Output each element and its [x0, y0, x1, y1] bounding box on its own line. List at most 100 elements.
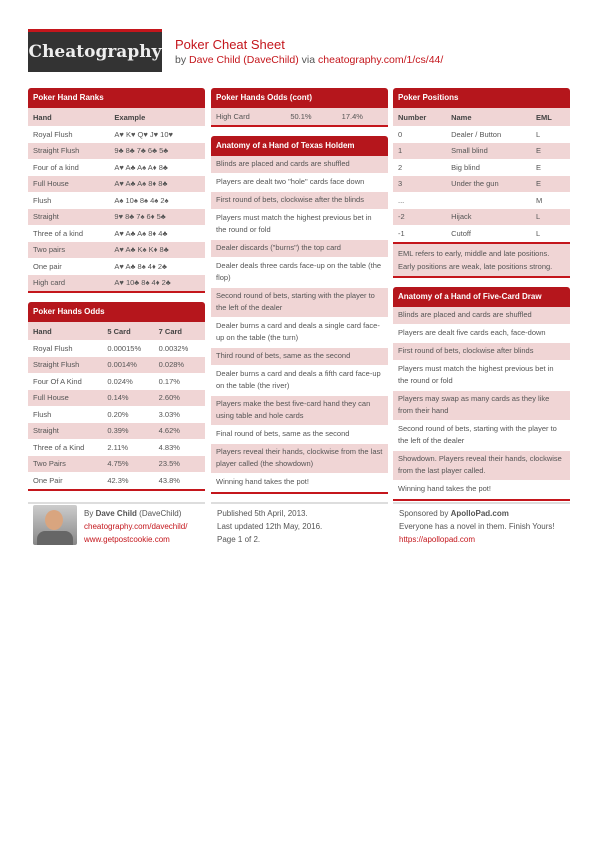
list-item: Dealer deals three cards face-up on the …: [211, 258, 388, 288]
box-title: Poker Hand Ranks: [28, 88, 205, 108]
list-item: Second round of bets, starting with the …: [393, 421, 570, 451]
table-row: Royal Flush A♥ K♥ Q♥ J♥ 10♥: [28, 126, 205, 143]
table-cell: Full House: [28, 389, 103, 406]
column-header: Hand: [28, 108, 110, 126]
table-cell: Straight Flush: [28, 142, 110, 159]
table-cell: One Pair: [33, 475, 63, 485]
table-row: 2 Big blind E: [393, 159, 570, 176]
table-cell: Three of a Kind: [33, 442, 85, 452]
list-item: Dealer burns a card and deals a fifth ca…: [211, 366, 388, 396]
author-profile-link[interactable]: cheatography.com/davechild/: [84, 522, 188, 531]
table-cell: Royal Flush: [33, 343, 73, 353]
positions-box: Poker Positions Number Name EML 0 Dealer / B…: [393, 88, 570, 278]
table-cell: 3: [393, 175, 447, 192]
by-label: by: [175, 54, 187, 66]
list-item: Final round of bets, same as the second: [211, 426, 388, 444]
byline: by Dave Child (DaveChild) via cheatograp…: [175, 54, 443, 66]
column-header: 7 Card: [153, 322, 205, 340]
table-cell: Four Of A Kind: [33, 376, 82, 386]
footer-author: By Dave Child (DaveChild) cheatography.c…: [28, 502, 205, 546]
table-row: Straight Flush 9♣ 8♣ 7♣ 6♣ 5♣: [28, 142, 205, 159]
table-cell: A♥ A♣ 8♠ 4♦ 2♣: [114, 261, 167, 271]
list-item: Winning hand takes the pot!: [393, 481, 570, 499]
author-link[interactable]: Dave Child (DaveChild): [189, 54, 299, 66]
sponsor-tagline: Everyone has a novel in them. Finish You…: [399, 522, 555, 531]
table-cell: M: [536, 195, 543, 205]
table-cell: Flush: [33, 195, 52, 205]
table-cell: 4.75%: [102, 455, 154, 472]
column-header: Example: [109, 108, 205, 126]
table-cell: High Card: [211, 108, 286, 125]
sheet-url-link[interactable]: cheatography.com/1/cs/44/: [318, 54, 444, 66]
table-cell: A♥ 10♣ 8♠ 4♦ 2♣: [109, 274, 205, 291]
box-title: Anatomy of a Hand of Texas Holdem: [211, 135, 388, 156]
table-row: -1 Cutoff L: [393, 225, 570, 242]
table-cell: 1: [393, 142, 447, 159]
table-cell: Flush: [33, 409, 52, 419]
table-cell: One pair: [33, 261, 62, 271]
table-cell: E: [536, 162, 542, 172]
table-cell: A♥ K♥ Q♥ J♥ 10♥: [114, 129, 173, 139]
cheatography-logo[interactable]: Cheatography: [28, 29, 162, 72]
table-row: ... M: [393, 192, 570, 209]
table-row: Flush A♠ 10♠ 8♠ 4♠ 2♠: [28, 192, 205, 209]
table-row: Straight 9♥ 8♣ 7♠ 6♦ 5♣: [28, 208, 205, 225]
table-cell: -1: [398, 228, 405, 238]
table-cell: 3.03%: [158, 409, 180, 419]
table-cell: 2.11%: [107, 442, 129, 452]
table-row: Four of a kind A♥ A♣ A♠ A♦ 8♣: [28, 159, 205, 176]
table-cell: Straight: [28, 422, 103, 439]
hands-odds-box: Poker Hands Odds Hand 5 Card 7 Card Royal F…: [28, 302, 205, 491]
sponsor-link[interactable]: https://apollopad.com: [399, 535, 476, 544]
list-item: Players may swap as many cards as they l…: [393, 390, 570, 421]
table-cell: E: [531, 142, 570, 159]
box-title: Anatomy of a Hand of Five-Card Draw: [393, 286, 570, 307]
table-header-row: Hand Example: [28, 108, 205, 126]
table-cell: 9♣ 8♣ 7♣ 6♣ 5♣: [109, 142, 205, 159]
table-cell: 2.60%: [153, 389, 205, 406]
table-cell: 50.1%: [285, 108, 337, 125]
table-cell: Full House: [28, 175, 110, 192]
table-cell: 23.5%: [153, 455, 205, 472]
list-item: Third round of bets, same as the second: [211, 347, 388, 366]
table-row: Full House 0.14% 2.60%: [28, 389, 205, 406]
box-title: Poker Positions: [393, 88, 570, 108]
by-label: By: [84, 509, 94, 518]
table-cell: ...: [398, 195, 405, 205]
list-item: Winning hand takes the pot!: [211, 474, 388, 492]
list-item: Dealer discards ("burns") the top card: [211, 239, 388, 258]
list-item: Players reveal their hands, clockwise fr…: [211, 443, 388, 474]
column-header: EML: [531, 108, 570, 126]
hand-ranks-box: Poker Hand Ranks Hand Example Royal Flush A…: [28, 88, 205, 293]
texas-holdem-box: Anatomy of a Hand of Texas Holdem Blinds…: [211, 135, 388, 494]
table-cell: 43.8%: [158, 475, 180, 485]
table-cell: 0.17%: [158, 376, 180, 386]
table-cell: 0.0014%: [102, 356, 154, 373]
table-row: High Card 50.1% 17.4%: [211, 108, 388, 125]
list-item: Blinds are placed and cards are shuffled: [211, 155, 388, 174]
column-header: 5 Card: [102, 322, 154, 340]
author-website-link[interactable]: www.getpostcookie.com: [84, 535, 170, 544]
table-cell: Hijack: [446, 208, 532, 225]
table-header-row: Hand 5 Card 7 Card: [28, 322, 205, 340]
positions-table: Number Name EML 0 Dealer / Button L 1 Small bli…: [393, 108, 570, 242]
table-cell: A♥ A♣ A♠ 8♦ 8♣: [109, 175, 205, 192]
table-cell: E: [531, 175, 570, 192]
table-cell: Royal Flush: [33, 129, 73, 139]
table-cell: Small blind: [446, 142, 532, 159]
table-cell: High card: [28, 274, 110, 291]
table-cell: 42.3%: [107, 475, 129, 485]
table-cell: Straight Flush: [28, 356, 103, 373]
box-title: Poker Hands Odds (cont): [211, 88, 388, 108]
table-row: -2 Hijack L: [393, 208, 570, 225]
list-item: Players are dealt five cards each, face-…: [393, 325, 570, 343]
table-cell: A♥ A♣ A♠ A♦ 8♣: [114, 162, 168, 172]
hand-ranks-table: Hand Example Royal Flush A♥ K♥ Q♥ J♥ 10♥ Str…: [28, 108, 205, 291]
table-row: High card A♥ 10♣ 8♠ 4♦ 2♣: [28, 274, 205, 291]
table-cell: A♠ 10♠ 8♠ 4♠ 2♠: [114, 195, 169, 205]
table-cell: [446, 192, 531, 209]
table-cell: Dealer / Button: [451, 129, 502, 139]
via-label: via: [301, 54, 316, 66]
table-row: Straight 0.39% 4.62%: [28, 422, 205, 439]
list-item: First round of bets, clockwise after bli…: [393, 342, 570, 361]
